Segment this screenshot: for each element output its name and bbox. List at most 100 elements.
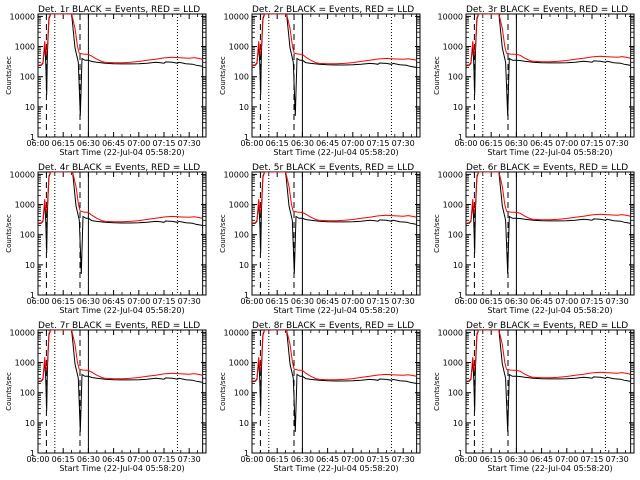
- y-tick-label: 10: [239, 103, 249, 112]
- x-axis-label: Start Time (22-Jul-04 05:58:20): [487, 464, 612, 473]
- x-tick-label: 07:15: [366, 297, 389, 306]
- panel-3: Det. 3r BLACK = Events, RED = LLD 1 10 100 1…: [433, 5, 635, 157]
- y-tick-label: 10: [453, 419, 463, 428]
- x-tick-label: 06:15: [266, 139, 289, 148]
- y-tick-label: 100: [234, 73, 249, 82]
- x-tick-label: 06:45: [102, 455, 125, 464]
- y-tick-label: 10: [453, 103, 463, 112]
- y-tick-label: 100: [234, 231, 249, 240]
- y-tick-label: 1000: [443, 43, 463, 52]
- y-tick-label: 10000: [224, 12, 249, 21]
- lld-series-line: [252, 330, 417, 382]
- y-tick-label: 10000: [10, 328, 35, 337]
- x-tick-label: 07:15: [152, 297, 175, 306]
- x-tick-label: 06:45: [102, 139, 125, 148]
- x-tick-label: 07:15: [580, 297, 603, 306]
- y-tick-label: 100: [20, 231, 35, 240]
- panel-title: Det. 6r BLACK = Events, RED = LLD: [466, 163, 628, 173]
- y-tick-label: 10000: [224, 328, 249, 337]
- y-tick-label: 1000: [229, 359, 249, 368]
- panel-title: Det. 4r BLACK = Events, RED = LLD: [38, 163, 200, 173]
- y-tick-label: 1000: [15, 359, 35, 368]
- y-tick-label: 1000: [443, 201, 463, 210]
- x-tick-label: 06:45: [102, 297, 125, 306]
- lld-series-line: [38, 330, 203, 382]
- y-tick-label: 10: [25, 103, 35, 112]
- x-tick-label: 06:45: [316, 455, 339, 464]
- panel-6: Det. 6r BLACK = Events, RED = LLD 1 10 100 1…: [433, 163, 635, 315]
- panel-title: Det. 8r BLACK = Events, RED = LLD: [252, 321, 414, 331]
- y-tick-label: 1000: [229, 201, 249, 210]
- x-tick-label: 07:15: [366, 455, 389, 464]
- lld-series-line: [466, 172, 631, 224]
- x-tick-label: 07:00: [127, 455, 150, 464]
- y-tick-label: 1000: [229, 43, 249, 52]
- panel-title: Det. 3r BLACK = Events, RED = LLD: [466, 5, 628, 15]
- y-tick-label: 1: [244, 133, 249, 142]
- x-tick-label: 07:00: [127, 139, 150, 148]
- y-tick-label: 1: [30, 133, 35, 142]
- x-tick-label: 06:00: [26, 139, 49, 148]
- x-tick-label: 06:00: [454, 139, 477, 148]
- x-tick-label: 06:15: [480, 139, 503, 148]
- y-tick-label: 10000: [10, 12, 35, 21]
- y-axis-label: Counts/sec: [433, 214, 441, 253]
- x-tick-label: 06:30: [505, 297, 528, 306]
- y-axis-label: Counts/sec: [433, 56, 441, 95]
- x-tick-label: 07:30: [606, 139, 629, 148]
- x-tick-label: 06:00: [454, 297, 477, 306]
- x-tick-label: 06:30: [77, 455, 100, 464]
- x-axis-label: Start Time (22-Jul-04 05:58:20): [487, 306, 612, 315]
- y-tick-label: 1: [30, 449, 35, 458]
- x-tick-label: 06:30: [291, 455, 314, 464]
- x-tick-label: 06:15: [266, 455, 289, 464]
- panel-title: Det. 2r BLACK = Events, RED = LLD: [252, 5, 414, 15]
- y-tick-label: 10000: [224, 170, 249, 179]
- panel-title: Det. 1r BLACK = Events, RED = LLD: [38, 5, 200, 15]
- x-tick-label: 06:45: [316, 139, 339, 148]
- x-tick-label: 06:00: [240, 297, 263, 306]
- x-tick-label: 06:30: [505, 455, 528, 464]
- x-axis-label: Start Time (22-Jul-04 05:58:20): [273, 148, 398, 157]
- y-tick-label: 10: [239, 419, 249, 428]
- x-tick-label: 06:30: [291, 297, 314, 306]
- x-tick-label: 06:15: [480, 297, 503, 306]
- x-tick-label: 06:30: [505, 139, 528, 148]
- y-axis-label: Counts/sec: [5, 214, 13, 253]
- panel-1: Det. 1r BLACK = Events, RED = LLD 1 10 100 1…: [5, 5, 207, 157]
- y-tick-label: 10000: [438, 170, 463, 179]
- y-tick-label: 100: [448, 389, 463, 398]
- y-tick-label: 10000: [438, 328, 463, 337]
- y-axis-label: Counts/sec: [5, 56, 13, 95]
- y-tick-label: 100: [448, 231, 463, 240]
- y-axis-label: Counts/sec: [219, 214, 227, 253]
- x-tick-label: 07:30: [392, 297, 415, 306]
- y-tick-label: 100: [20, 389, 35, 398]
- x-tick-label: 07:00: [341, 139, 364, 148]
- y-axis-label: Counts/sec: [219, 372, 227, 411]
- y-tick-label: 1000: [15, 43, 35, 52]
- y-tick-label: 10: [25, 419, 35, 428]
- x-tick-label: 07:30: [178, 139, 201, 148]
- y-tick-label: 10: [239, 261, 249, 270]
- y-axis-label: Counts/sec: [219, 56, 227, 95]
- panel-title: Det. 9r BLACK = Events, RED = LLD: [466, 321, 628, 331]
- x-tick-label: 06:15: [266, 297, 289, 306]
- y-tick-label: 1: [244, 449, 249, 458]
- lld-series-line: [38, 172, 203, 224]
- x-tick-label: 07:30: [392, 455, 415, 464]
- panel-9: Det. 9r BLACK = Events, RED = LLD 1 10 100 1…: [433, 321, 635, 473]
- x-tick-label: 06:15: [52, 455, 75, 464]
- lld-series-line: [38, 14, 203, 66]
- x-axis-label: Start Time (22-Jul-04 05:58:20): [59, 306, 184, 315]
- x-tick-label: 07:15: [152, 455, 175, 464]
- y-tick-label: 100: [234, 389, 249, 398]
- x-tick-label: 07:00: [555, 455, 578, 464]
- x-tick-label: 06:15: [52, 139, 75, 148]
- x-tick-label: 06:30: [77, 139, 100, 148]
- panel-4: Det. 4r BLACK = Events, RED = LLD 1 10 100 1…: [5, 163, 207, 315]
- y-tick-label: 1: [244, 291, 249, 300]
- x-tick-label: 06:00: [26, 455, 49, 464]
